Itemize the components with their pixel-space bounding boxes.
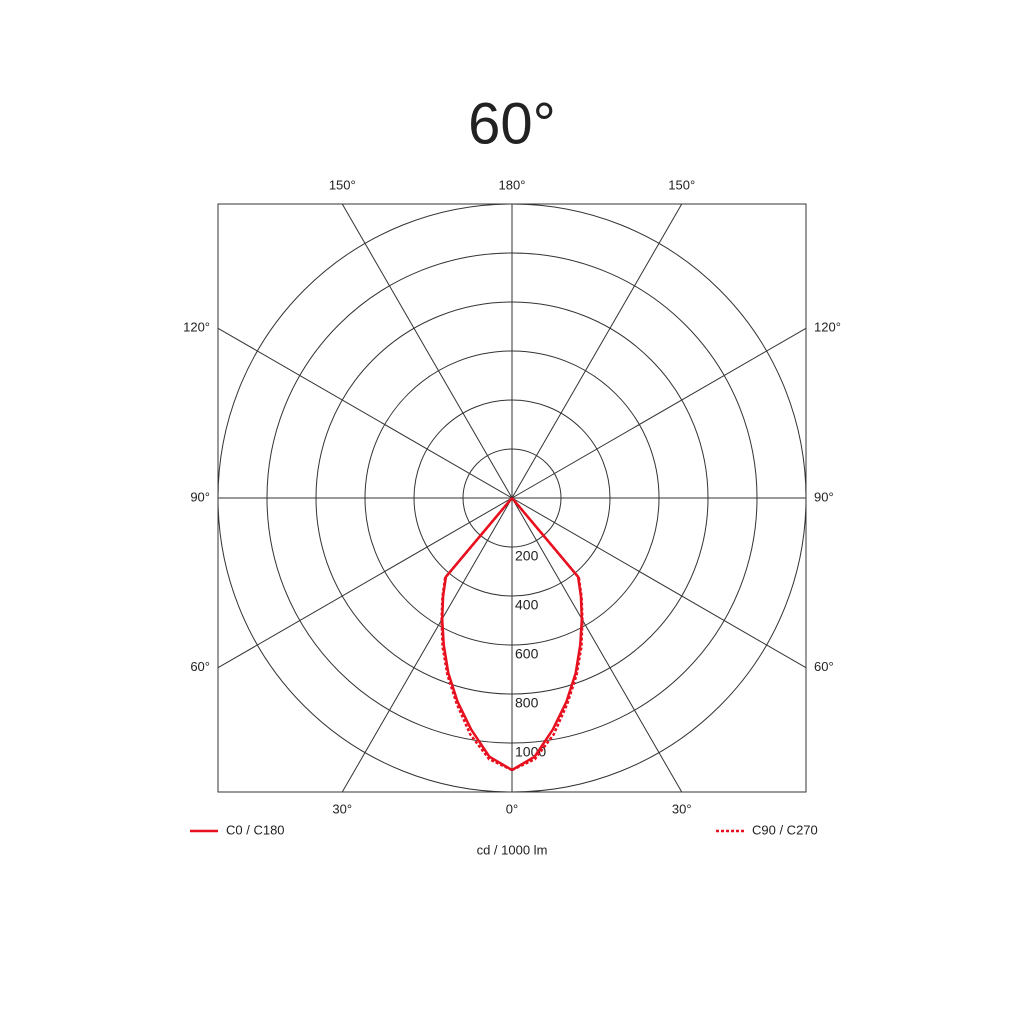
angle-tick-label: 150° bbox=[668, 177, 695, 192]
legend-label: C90 / C270 bbox=[752, 822, 818, 837]
angle-tick-label: 60° bbox=[814, 659, 834, 674]
intensity-curve bbox=[440, 497, 513, 772]
radial-line bbox=[511, 327, 807, 499]
angle-tick-label: 0° bbox=[506, 801, 518, 816]
angle-tick-label: 30° bbox=[672, 801, 692, 816]
angle-tick-label: 90° bbox=[814, 489, 834, 504]
angle-tick-label: 30° bbox=[332, 801, 352, 816]
radial-line bbox=[511, 497, 683, 793]
intensity-curve bbox=[440, 497, 513, 772]
angle-tick-label: 90° bbox=[190, 489, 210, 504]
radial-line bbox=[217, 497, 513, 669]
radial-line bbox=[341, 203, 513, 499]
radial-line bbox=[511, 203, 683, 499]
intensity-curve bbox=[511, 497, 584, 772]
r-tick-label: 600 bbox=[515, 646, 539, 662]
radial-line bbox=[217, 327, 513, 499]
radial-line bbox=[511, 497, 807, 669]
angle-tick-label: 180° bbox=[499, 177, 526, 192]
angle-tick-label: 120° bbox=[183, 320, 210, 335]
angle-tick-label: 120° bbox=[814, 320, 841, 335]
radial-line bbox=[341, 497, 513, 793]
axis-unit-label: cd / 1000 lm bbox=[477, 842, 548, 857]
angle-tick-label: 60° bbox=[190, 659, 210, 674]
legend-label: C0 / C180 bbox=[226, 822, 285, 837]
chart-title: 60° bbox=[468, 91, 556, 156]
r-tick-label: 200 bbox=[515, 548, 539, 564]
intensity-curve bbox=[511, 497, 584, 772]
r-tick-label: 400 bbox=[515, 597, 539, 613]
angle-tick-label: 150° bbox=[329, 177, 356, 192]
r-tick-label: 800 bbox=[515, 695, 539, 711]
